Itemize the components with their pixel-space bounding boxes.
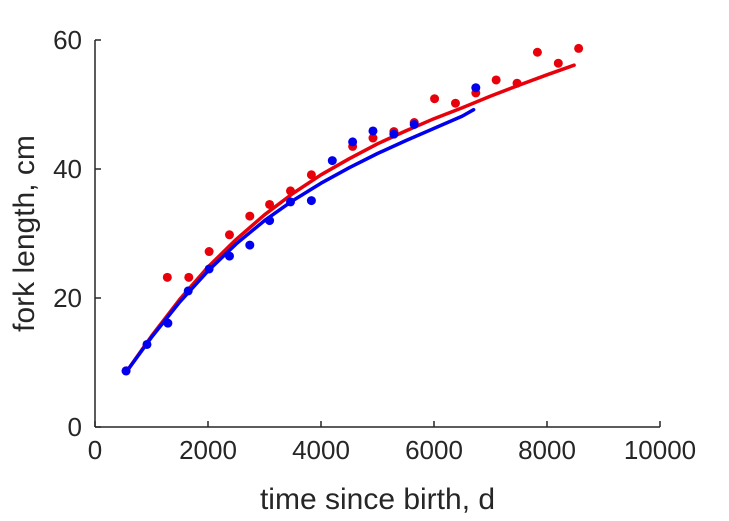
y-tick-label: 40 — [53, 154, 82, 184]
y-tick-label: 20 — [53, 283, 82, 313]
axes — [94, 40, 660, 428]
data-point-series-1 — [121, 366, 131, 376]
data-point-series-0 — [430, 94, 440, 104]
data-point-series-0 — [450, 98, 460, 108]
data-point-series-1 — [327, 156, 337, 166]
data-point-series-0 — [224, 230, 234, 240]
y-tick-label: 60 — [53, 25, 82, 55]
y-ticks: 0 20 40 60 — [53, 25, 101, 442]
fit-curve-0 — [124, 63, 576, 374]
data-point-series-1 — [409, 119, 419, 129]
x-tick-label: 10000 — [624, 435, 696, 465]
data-point-series-0 — [285, 186, 295, 196]
x-tick-label: 0 — [88, 435, 102, 465]
fit-curves — [124, 63, 576, 374]
x-ticks: 0 2000 4000 6000 8000 10000 — [88, 421, 696, 465]
data-point-series-0 — [245, 211, 255, 221]
x-tick-label: 8000 — [518, 435, 576, 465]
data-point-series-1 — [471, 83, 481, 93]
data-point-series-1 — [204, 264, 214, 274]
data-point-series-0 — [306, 170, 316, 180]
data-point-series-1 — [348, 137, 358, 147]
x-tick-label: 2000 — [179, 435, 237, 465]
data-point-series-1 — [163, 318, 173, 328]
data-point-series-0 — [265, 199, 275, 209]
y-tick-label: 0 — [68, 412, 82, 442]
data-point-series-1 — [224, 251, 234, 261]
y-axis-title: fork length, cm — [8, 135, 41, 332]
data-point-series-0 — [532, 47, 542, 57]
x-tick-label: 4000 — [292, 435, 350, 465]
data-point-series-1 — [245, 240, 255, 250]
data-point-series-1 — [285, 197, 295, 207]
data-point-series-0 — [553, 58, 563, 68]
data-point-series-1 — [183, 286, 193, 296]
x-axis-title: time since birth, d — [260, 483, 495, 516]
data-point-series-1 — [368, 126, 378, 136]
data-point-series-1 — [389, 129, 399, 139]
data-point-series-0 — [162, 272, 172, 282]
data-point-series-0 — [204, 247, 214, 257]
data-point-series-0 — [368, 133, 378, 143]
fit-curve-1 — [124, 107, 476, 374]
x-tick-label: 6000 — [405, 435, 463, 465]
data-point-series-0 — [512, 78, 522, 88]
data-point-series-1 — [142, 339, 152, 349]
data-point-series-1 — [306, 196, 316, 206]
data-point-series-1 — [265, 216, 275, 226]
data-point-series-0 — [574, 43, 584, 53]
data-points — [121, 43, 584, 376]
data-point-series-0 — [184, 272, 194, 282]
data-point-series-0 — [491, 75, 501, 85]
